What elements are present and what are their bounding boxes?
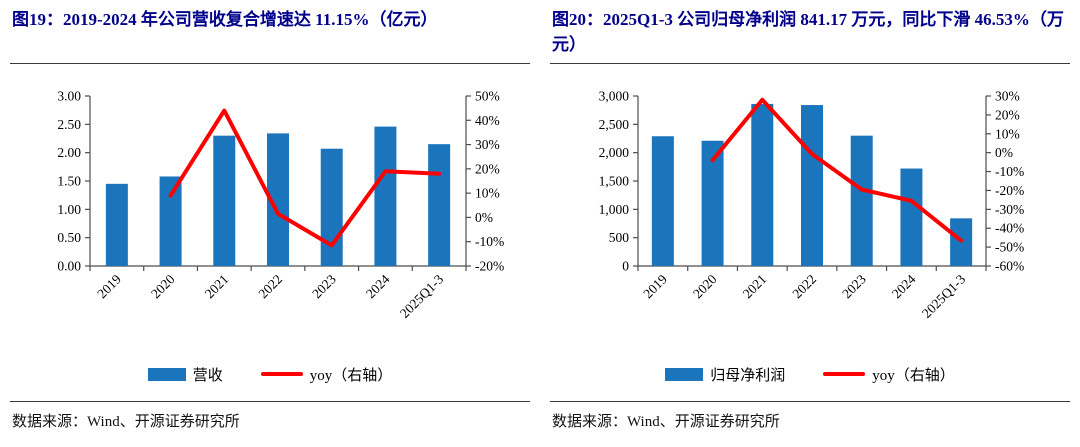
svg-text:0%: 0%	[475, 210, 493, 225]
svg-text:2022: 2022	[789, 272, 819, 302]
svg-text:2.50: 2.50	[57, 117, 81, 132]
line-swatch-icon	[823, 372, 866, 376]
figure-20-title: 图20：2025Q1-3 公司归母净利润 841.17 万元，同比下滑 46.5…	[550, 6, 1070, 64]
figure-20-data-source: 数据来源：Wind、开源证券研究所	[550, 401, 1070, 431]
svg-text:-20%: -20%	[475, 259, 504, 274]
figure-19-data-source: 数据来源：Wind、开源证券研究所	[10, 401, 530, 431]
bar-swatch-icon	[147, 367, 186, 381]
svg-text:2025Q1-3: 2025Q1-3	[397, 271, 446, 320]
charts-row: 图19：2019-2024 年公司营收复合增速达 11.15%（亿元） 0.00…	[10, 6, 1070, 431]
figure-19-chart-area: 0.00 0.50 1.00 1.50 2.00 2.50 3.00 -20% -10% 0% 10…	[10, 64, 530, 349]
svg-text:2025Q1-3: 2025Q1-3	[919, 271, 968, 320]
svg-text:-10%: -10%	[995, 164, 1024, 179]
line-swatch-icon	[260, 372, 303, 376]
figure-19-title: 图19：2019-2024 年公司营收复合增速达 11.15%（亿元）	[10, 6, 530, 64]
legend-item-yoy: yoy（右轴）	[260, 364, 393, 385]
svg-text:40%: 40%	[475, 113, 500, 128]
svg-text:20%: 20%	[475, 161, 500, 176]
svg-text:500: 500	[609, 230, 630, 245]
svg-text:2019: 2019	[94, 271, 124, 301]
svg-text:-30%: -30%	[995, 202, 1024, 217]
svg-text:1.00: 1.00	[57, 202, 81, 217]
svg-text:10%: 10%	[475, 186, 500, 201]
svg-text:2021: 2021	[740, 272, 770, 302]
svg-text:3.00: 3.00	[57, 89, 81, 104]
figure-20-block: 图20：2025Q1-3 公司归母净利润 841.17 万元，同比下滑 46.5…	[550, 6, 1070, 431]
svg-text:1.50: 1.50	[57, 174, 81, 189]
svg-text:2022: 2022	[255, 272, 285, 302]
svg-text:2023: 2023	[839, 271, 869, 301]
svg-text:2020: 2020	[148, 271, 178, 301]
revenue-bar-line-chart: 0.00 0.50 1.00 1.50 2.00 2.50 3.00 -20% -10% 0% 10…	[57, 89, 504, 321]
svg-text:1,000: 1,000	[599, 202, 630, 217]
svg-text:30%: 30%	[995, 89, 1020, 104]
svg-text:2020: 2020	[690, 271, 720, 301]
svg-text:0.00: 0.00	[57, 259, 81, 274]
svg-text:2019: 2019	[640, 271, 670, 301]
legend-item-net-profit: 归母净利润	[665, 364, 785, 385]
svg-text:10%: 10%	[995, 126, 1020, 141]
svg-text:-50%: -50%	[995, 240, 1024, 255]
legend-label-yoy: yoy（右轴）	[309, 367, 393, 384]
svg-text:-20%: -20%	[995, 183, 1024, 198]
svg-text:-10%: -10%	[475, 234, 504, 249]
svg-text:2.00: 2.00	[57, 145, 81, 160]
svg-text:3,000: 3,000	[599, 89, 630, 104]
svg-text:0%: 0%	[995, 145, 1013, 160]
figure-19-legend: 营收 yoy（右轴）	[10, 349, 530, 399]
legend-item-revenue: 营收	[147, 364, 223, 385]
svg-text:2024: 2024	[363, 271, 393, 301]
svg-text:2,000: 2,000	[599, 145, 630, 160]
svg-text:-40%: -40%	[995, 221, 1024, 236]
svg-text:1,500: 1,500	[599, 174, 630, 189]
legend-label-yoy: yoy（右轴）	[872, 367, 955, 384]
svg-text:0: 0	[622, 259, 629, 274]
figure-19-block: 图19：2019-2024 年公司营收复合增速达 11.15%（亿元） 0.00…	[10, 6, 530, 431]
svg-text:2023: 2023	[309, 271, 339, 301]
svg-text:2,500: 2,500	[599, 117, 630, 132]
figure-20-legend: 归母净利润 yoy（右轴）	[550, 349, 1070, 399]
legend-label-revenue: 营收	[192, 367, 223, 384]
svg-text:30%: 30%	[475, 137, 500, 152]
svg-text:2024: 2024	[889, 271, 919, 301]
svg-text:20%: 20%	[995, 107, 1020, 122]
bar-swatch-icon	[665, 367, 704, 381]
figure-20-chart-area: 0 500 1,000 1,500 2,000 2,500 3,000 -60% -50% -40…	[550, 64, 1070, 349]
svg-text:2021: 2021	[202, 272, 232, 302]
svg-text:-60%: -60%	[995, 259, 1024, 274]
net-profit-bar-line-chart: 0 500 1,000 1,500 2,000 2,500 3,000 -60% -50% -40…	[599, 89, 1025, 321]
legend-label-net-profit: 归母净利润	[710, 367, 786, 384]
svg-text:0.50: 0.50	[57, 230, 81, 245]
svg-text:50%: 50%	[475, 89, 500, 104]
legend-item-yoy: yoy（右轴）	[823, 364, 955, 385]
